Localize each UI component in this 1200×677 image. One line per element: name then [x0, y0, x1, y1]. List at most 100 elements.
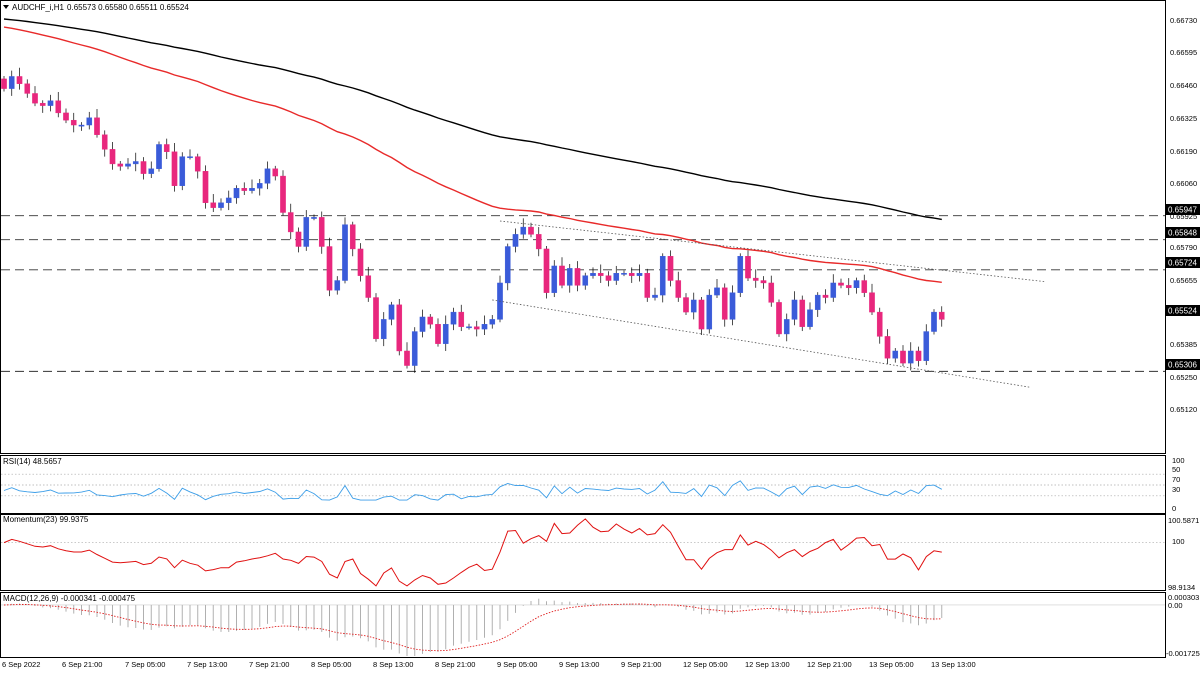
candle-body	[365, 275, 372, 298]
candle-body	[311, 217, 317, 219]
time-tick: 12 Sep 13:00	[745, 660, 790, 669]
candle-body	[799, 299, 806, 327]
candle-body	[582, 275, 589, 286]
candle-body	[838, 282, 844, 286]
candle-body	[621, 273, 627, 275]
candle-body	[396, 304, 403, 352]
candle-body	[156, 144, 162, 169]
candle-body	[187, 156, 193, 159]
momentum-panel	[1, 518, 1165, 587]
candle-body	[512, 234, 519, 247]
candle-body	[24, 83, 31, 94]
ma-fast-line	[3, 26, 942, 283]
candle-body	[489, 319, 496, 325]
momentum-tick: 100	[1172, 537, 1185, 546]
time-axis: 6 Sep 2022 6 Sep 21:00 7 Sep 05:00 7 Sep…	[2, 660, 976, 669]
candle-body	[427, 316, 434, 325]
candle-body	[853, 280, 860, 289]
price-tick: 0.66595	[1170, 48, 1197, 57]
candle-body	[566, 268, 573, 286]
momentum-title: Momentum(23) 99.9375	[3, 515, 89, 524]
candle-body	[745, 256, 751, 279]
candle-body	[776, 302, 782, 335]
candle-body	[194, 156, 201, 172]
candle-body	[822, 294, 829, 298]
symbol-dropdown-icon[interactable]	[3, 5, 9, 9]
candle-body	[690, 299, 697, 313]
rsi-tick: 100	[1172, 456, 1185, 465]
candle-body	[101, 134, 108, 150]
time-tick: 8 Sep 21:00	[435, 660, 475, 669]
level-tag: 0.65306	[1166, 359, 1200, 370]
price-tick: 0.66730	[1170, 16, 1197, 25]
macd-signal-line	[3, 603, 942, 652]
candle-body	[373, 297, 379, 340]
candle-body	[504, 246, 511, 284]
price-tick: 0.65655	[1170, 276, 1197, 285]
candle-body	[380, 319, 387, 340]
time-tick: 7 Sep 21:00	[249, 660, 289, 669]
candle-body	[318, 217, 325, 247]
candle-body	[47, 100, 54, 106]
candle-body	[249, 188, 255, 191]
candle-body	[171, 151, 178, 186]
candle-body	[1, 78, 7, 89]
candle-body	[280, 175, 286, 213]
candle-body	[86, 117, 93, 126]
candle-body	[768, 282, 775, 303]
level-tag: 0.65848	[1166, 227, 1200, 238]
candle-body	[303, 217, 310, 247]
time-tick: 6 Sep 2022	[2, 660, 40, 669]
candle-body	[264, 168, 271, 184]
candle-body	[528, 226, 534, 235]
candle-body	[435, 324, 441, 344]
candle-body	[349, 224, 356, 250]
candle-body	[481, 324, 488, 330]
rsi-tick: 50	[1172, 465, 1180, 474]
price-tick: 0.66190	[1170, 147, 1197, 156]
candle-body	[272, 168, 279, 177]
candle-body	[458, 311, 465, 327]
time-tick: 13 Sep 05:00	[869, 660, 914, 669]
macd-axis: 0.000303 0.00 -0.001725	[1166, 593, 1200, 658]
candle-body	[132, 161, 139, 165]
time-tick: 12 Sep 21:00	[807, 660, 852, 669]
candle-body	[915, 350, 922, 361]
candle-body	[814, 294, 821, 310]
candle-body	[667, 256, 674, 281]
candle-body	[55, 100, 62, 114]
price-axis: 0.66730 0.66595 0.66460 0.66325 0.66190 …	[1170, 16, 1197, 414]
candle-body	[140, 161, 147, 174]
level-label: 0.65306	[1168, 361, 1197, 370]
candle-body	[605, 275, 612, 281]
candle-body	[830, 282, 837, 298]
price-tick: 0.66060	[1170, 179, 1197, 188]
level-tag: 0.65947	[1166, 204, 1200, 215]
ma-slow-line	[3, 18, 942, 221]
momentum-line	[3, 518, 942, 587]
candle-body	[869, 292, 875, 313]
time-tick: 9 Sep 13:00	[559, 660, 599, 669]
level-label: 0.65947	[1168, 206, 1197, 215]
candle-body	[807, 309, 813, 327]
candle-body	[551, 265, 558, 293]
rsi-line	[3, 480, 943, 501]
price-tick: 0.66325	[1170, 114, 1197, 123]
candle-body	[760, 280, 767, 284]
candle-body	[125, 163, 131, 167]
price-tick: 0.65790	[1170, 243, 1197, 252]
candle-body	[63, 112, 69, 121]
candle-body	[39, 102, 46, 106]
time-tick: 9 Sep 21:00	[621, 660, 661, 669]
channel-lower-line	[492, 299, 1032, 388]
candle-body	[876, 311, 883, 337]
macd-title: MACD(12,26,9) -0.000341 -0.000475	[3, 594, 136, 603]
candle-body	[938, 311, 945, 320]
candle-body	[644, 273, 651, 298]
main-panel-frame	[0, 0, 1166, 454]
candle-body	[148, 168, 155, 174]
candle-body	[357, 248, 364, 276]
price-tick: 0.65925	[1170, 212, 1197, 221]
candle-body	[179, 156, 186, 186]
